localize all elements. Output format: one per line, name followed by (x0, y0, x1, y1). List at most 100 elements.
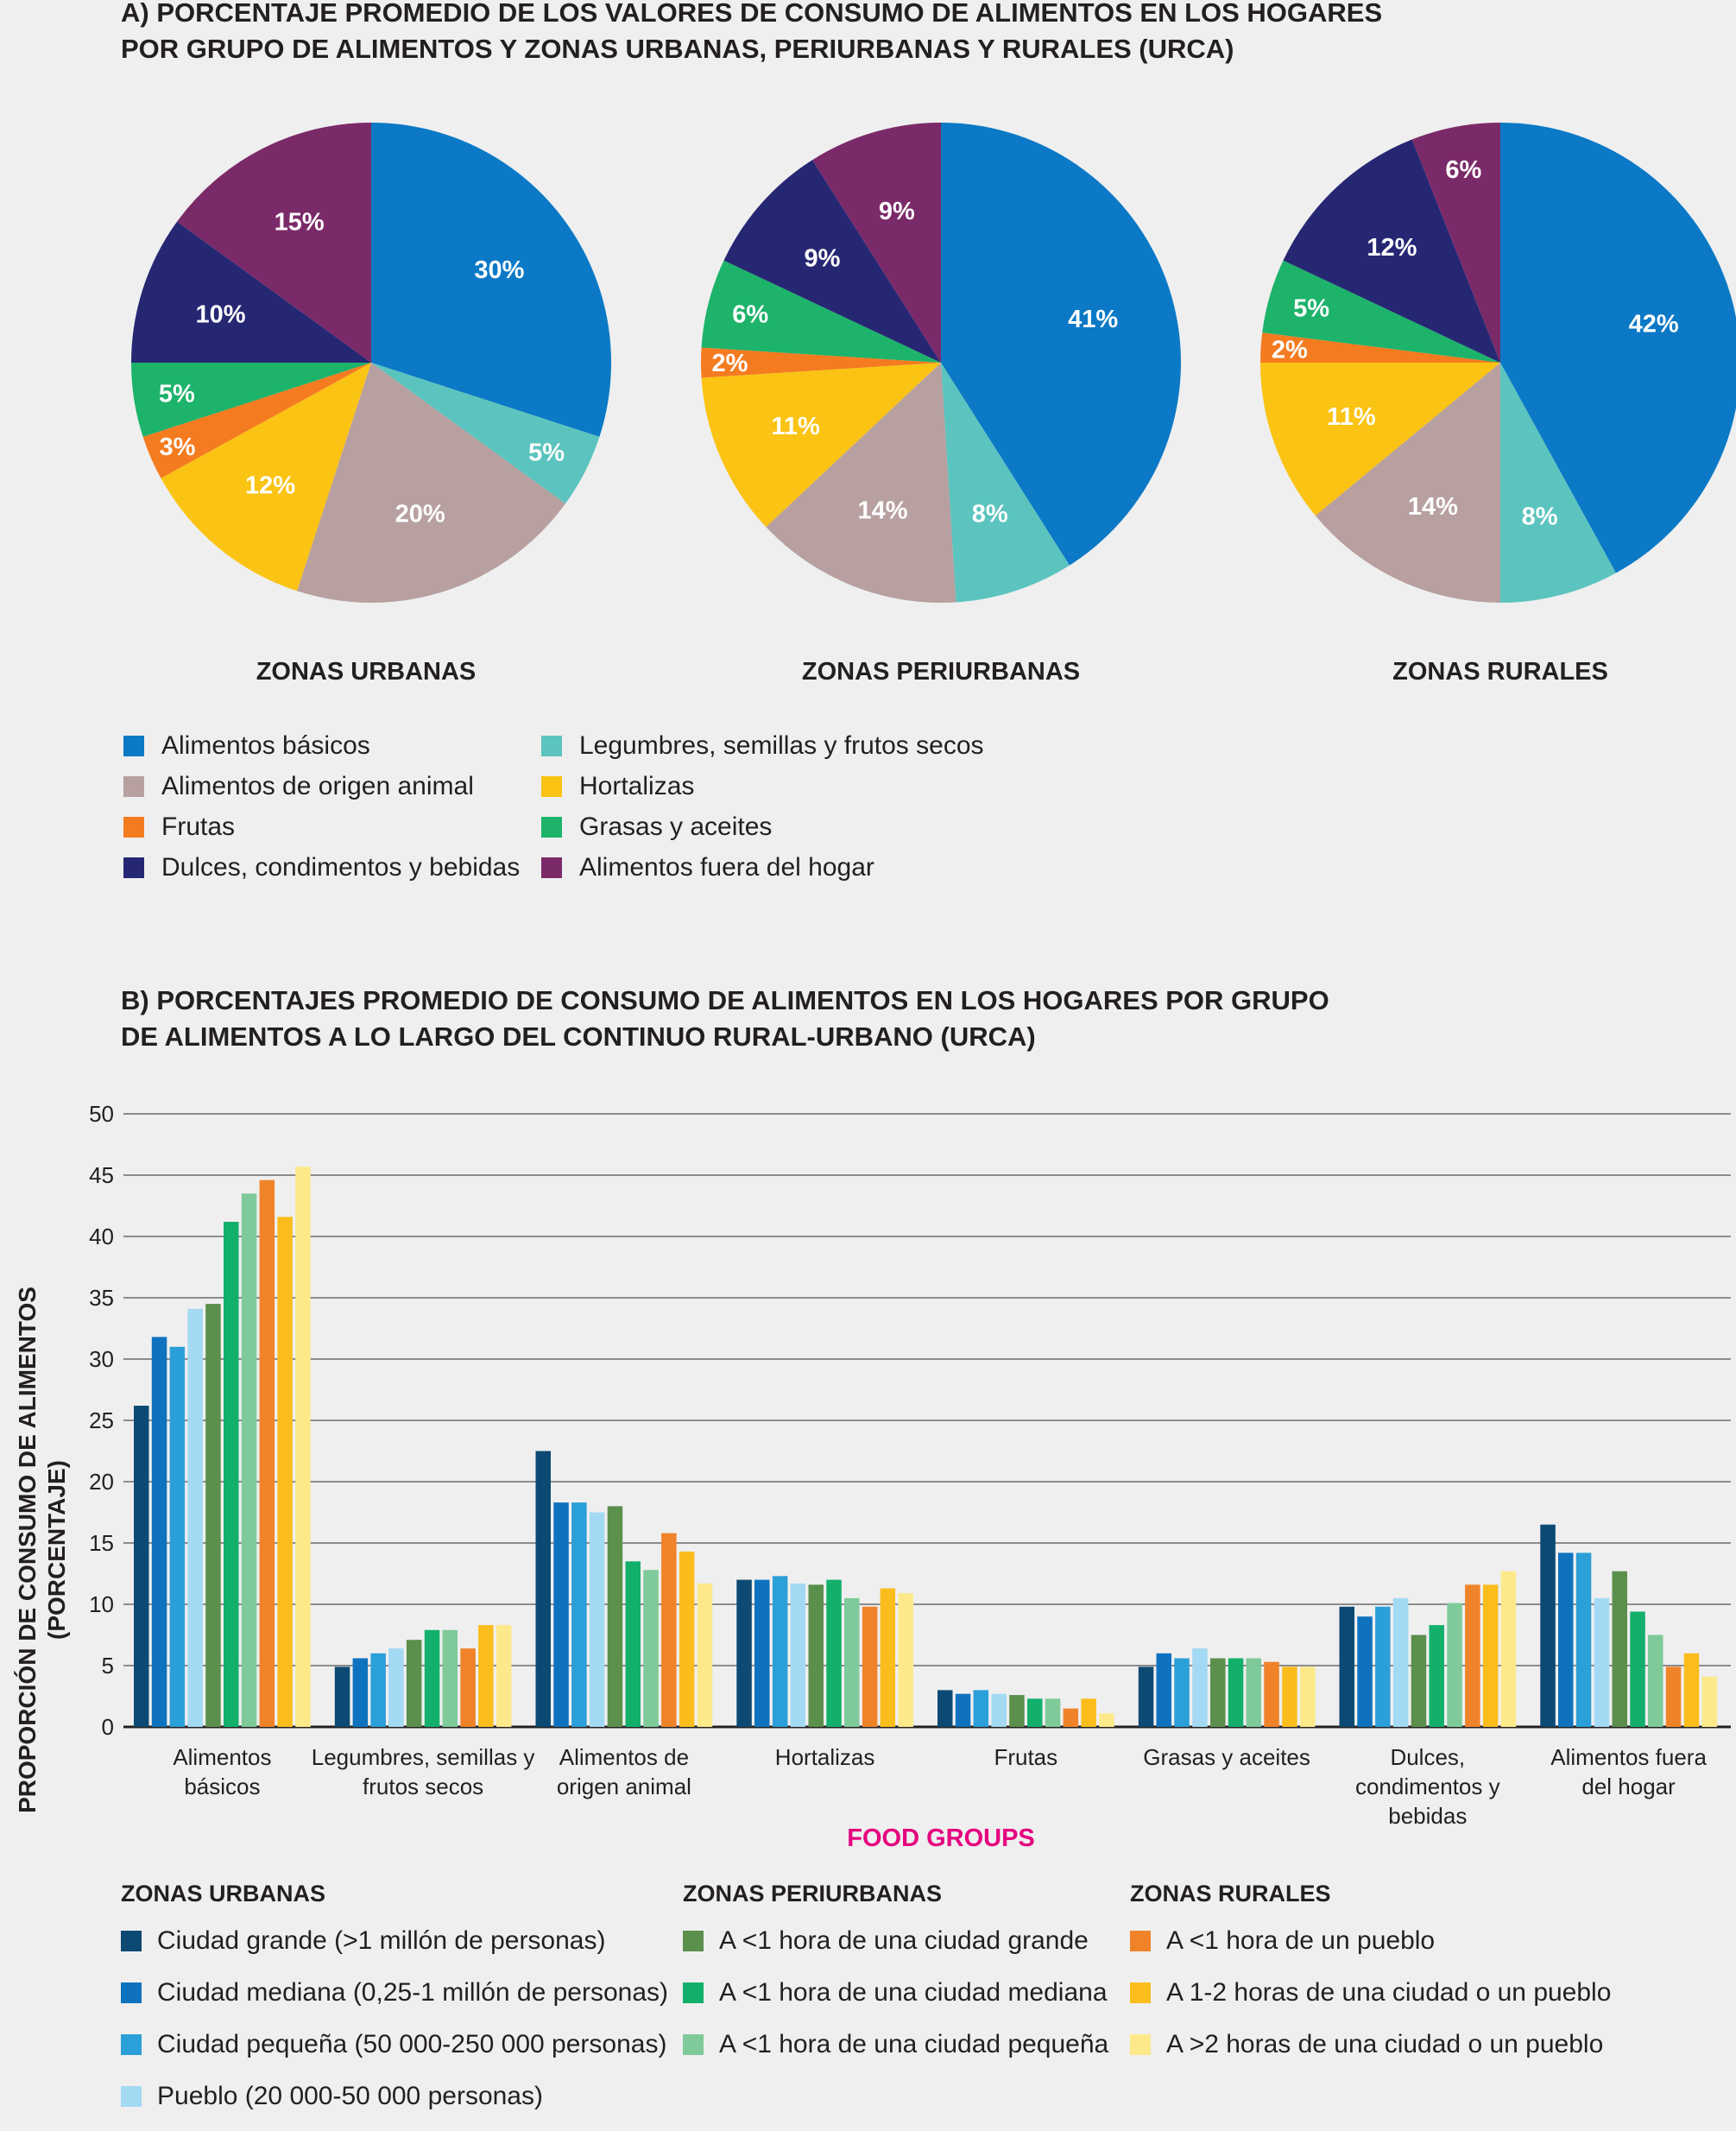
pie-slice-label: 3% (160, 433, 196, 461)
legend-label: Hortalizas (579, 771, 695, 800)
legend-heading-rurales: ZONAS RURALES (1130, 1881, 1331, 1907)
legend-label: Ciudad mediana (0,25-1 millón de persona… (157, 1978, 669, 2007)
legend-item: Alimentos de origen animal (123, 770, 541, 802)
bar (643, 1570, 659, 1727)
bar (1246, 1658, 1261, 1727)
pie-slice-label: 41% (1068, 306, 1118, 333)
bar (1156, 1653, 1171, 1727)
section-a-title: A) PORCENTAJE PROMEDIO DE LOS VALORES DE… (121, 0, 1382, 67)
bar (1594, 1597, 1610, 1727)
pie-slice (701, 347, 941, 378)
bar (370, 1653, 386, 1727)
pie-slice (1315, 363, 1500, 603)
pie-slice (131, 221, 371, 363)
legend-urbanas: Ciudad grande (>1 millón de personas) Ci… (121, 1924, 668, 2131)
pie-slice-label: 6% (1445, 156, 1481, 184)
legend-swatch (123, 775, 144, 797)
pie-slice (1260, 332, 1500, 363)
legend-item: Ciudad grande (>1 millón de personas) (121, 1924, 668, 1958)
x-tick-label-line: frutos secos (363, 1774, 483, 1799)
legend-swatch (121, 2086, 142, 2107)
x-tick-label-line: condimentos y (1355, 1774, 1500, 1799)
bar (772, 1576, 788, 1727)
bar (1429, 1625, 1444, 1727)
bar (1540, 1524, 1556, 1727)
legend-item: A <1 hora de una ciudad mediana (683, 1976, 1108, 2010)
bar (1665, 1666, 1682, 1727)
bar (1063, 1708, 1079, 1727)
y-tick-label: 30 (89, 1346, 114, 1372)
pie-slice-label: 42% (1629, 310, 1679, 338)
pie-slice (142, 363, 372, 478)
bar (1282, 1666, 1297, 1727)
pie-slice-label: 8% (972, 501, 1008, 528)
x-tick-label: Dulces, condimentos y bebidas (1355, 1744, 1500, 1829)
legend-swatch (123, 816, 144, 838)
legend-swatch (121, 2034, 142, 2055)
legend-periurbanas: A <1 hora de una ciudad grande A <1 hora… (683, 1924, 1108, 2079)
legend-swatch (1130, 2034, 1151, 2055)
bar (1210, 1658, 1226, 1727)
pie-slice (701, 260, 941, 363)
x-tick-label-line: Alimentos fuera (1550, 1744, 1707, 1770)
pie-slice-label: 10% (195, 300, 245, 328)
bar (661, 1533, 677, 1727)
legend-item: Hortalizas (541, 770, 973, 802)
bar (224, 1222, 239, 1727)
legend-rurales: A <1 hora de un pueblo A 1-2 horas de un… (1130, 1924, 1611, 2079)
bar (880, 1588, 896, 1727)
pie-slice (1262, 260, 1500, 363)
bar (1027, 1698, 1043, 1727)
legend-item: Ciudad pequeña (50 000-250 000 personas) (121, 2027, 668, 2062)
bar (1500, 1571, 1517, 1727)
x-tick-label: Alimentos básicos (173, 1744, 271, 1799)
pie-slice-label: 2% (1272, 337, 1308, 364)
legend-label: Ciudad pequeña (50 000-250 000 personas) (157, 2030, 667, 2058)
pie-slice (1500, 123, 1736, 573)
bar (1138, 1666, 1154, 1727)
bar (259, 1179, 275, 1727)
pie-slice (1411, 123, 1500, 363)
pie-slice (941, 123, 1181, 566)
x-tick-label-line: origen animal (557, 1774, 691, 1799)
bar (169, 1346, 186, 1727)
y-tick-label: 10 (89, 1591, 114, 1617)
bar (424, 1629, 440, 1727)
x-tick-label-line: Alimentos de (559, 1744, 689, 1770)
legend-swatch (683, 2034, 704, 2055)
bar (1683, 1653, 1700, 1727)
pie-slice (701, 363, 941, 528)
legend-label: A 1-2 horas de una ciudad o un pueblo (1166, 1978, 1612, 2007)
bar (1081, 1698, 1096, 1727)
legend-label: A <1 hora de una ciudad pequeña (719, 2030, 1109, 2058)
bar (553, 1502, 569, 1727)
legend-swatch (1130, 1931, 1151, 1951)
legend-item: Dulces, condimentos y bebidas (123, 851, 541, 883)
x-tick-label: Grasas y aceites (1143, 1744, 1310, 1770)
bar (754, 1579, 770, 1727)
legend-item: Alimentos básicos (123, 730, 541, 762)
legend-item: A <1 hora de una ciudad grande (683, 1924, 1108, 1958)
pie-slice (297, 363, 565, 603)
bar (973, 1690, 989, 1727)
pie-slice-label: 5% (528, 439, 565, 467)
y-tick-label: 5 (102, 1653, 114, 1679)
legend-swatch (1130, 1982, 1151, 2003)
bar (955, 1693, 971, 1727)
pie-slice (131, 363, 371, 437)
x-tick-label-line: Frutas (994, 1744, 1057, 1770)
legend-item: A >2 horas de una ciudad o un pueblo (1130, 2027, 1611, 2062)
pie-chart-urbanas: 30% 5% 20% 12% 3% 5% 10% 15% (131, 123, 611, 603)
x-axis-title: FOOD GROUPS (847, 1824, 1035, 1852)
bar (277, 1217, 293, 1727)
pie-slice-label: 11% (771, 413, 820, 440)
pie-slice (1260, 363, 1500, 516)
bar (679, 1551, 695, 1727)
bar (1300, 1666, 1316, 1727)
bar (388, 1648, 404, 1727)
bar (1357, 1616, 1373, 1727)
x-tick-label-line: Dulces, (1390, 1744, 1465, 1770)
legend-item: A <1 hora de una ciudad pequeña (683, 2027, 1108, 2062)
legend-label: Alimentos fuera del hogar (579, 852, 874, 882)
bar (1612, 1571, 1627, 1727)
